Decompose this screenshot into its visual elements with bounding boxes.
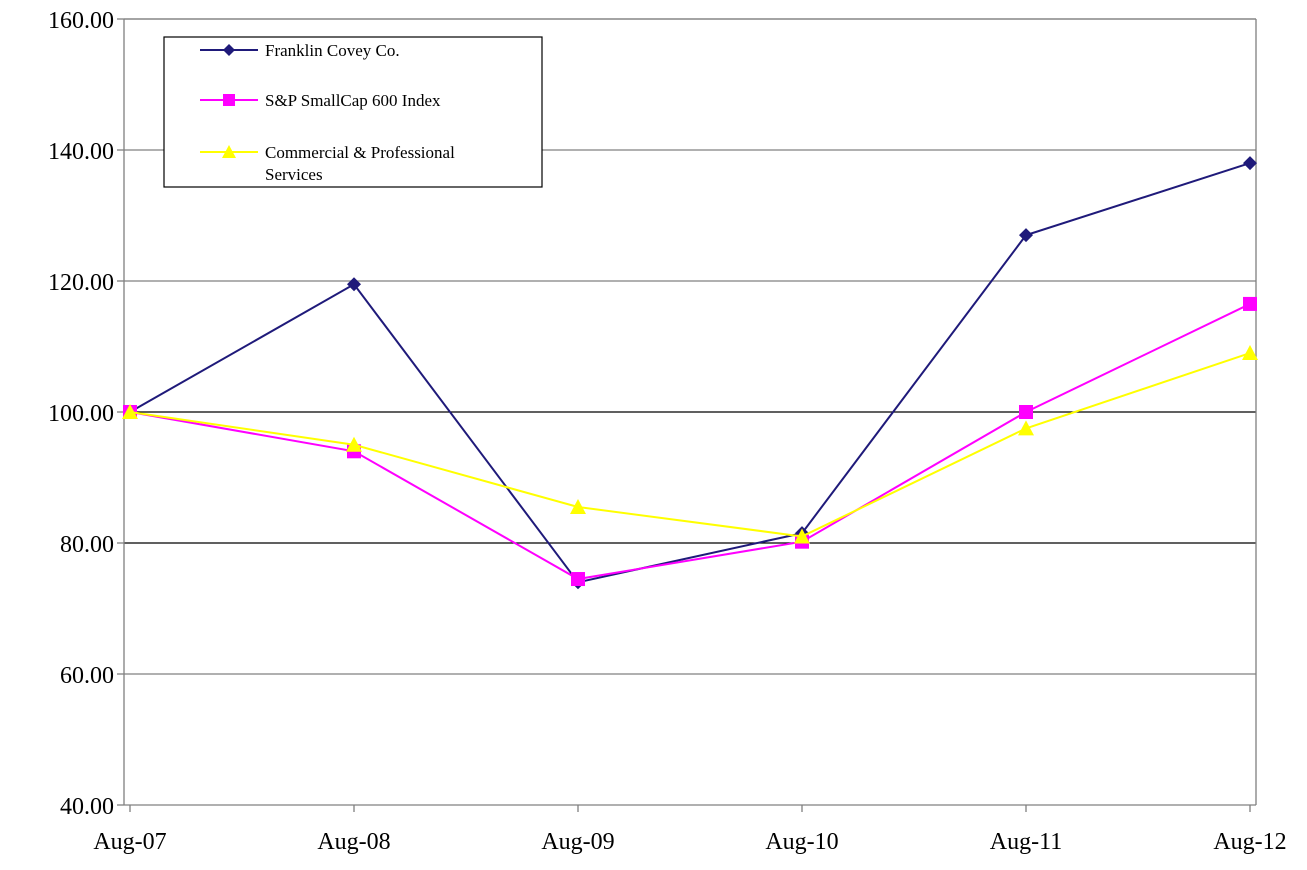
data-point — [1019, 405, 1033, 419]
x-tick-label: Aug-11 — [990, 829, 1062, 855]
x-tick-label: Aug-07 — [93, 829, 166, 855]
y-tick-label: 100.00 — [48, 401, 114, 427]
legend: Franklin Covey Co. S&P SmallCap 600 Index… — [163, 36, 543, 188]
x-tick-labels: Aug-07 Aug-08 Aug-09 Aug-10 Aug-11 Aug-12 — [93, 829, 1286, 855]
data-point — [1243, 156, 1257, 171]
series-line — [129, 303, 1251, 581]
legend-swatch-marker — [223, 94, 235, 106]
x-tick-label: Aug-10 — [765, 829, 838, 855]
legend-entry: Commercial & Professional Services — [200, 143, 455, 184]
data-point — [347, 277, 361, 292]
y-tick-label: 80.00 — [60, 532, 114, 558]
data-point — [1019, 228, 1033, 243]
legend-entry: S&P SmallCap 600 Index — [200, 91, 441, 110]
y-tick-label: 140.00 — [48, 139, 114, 165]
legend-swatch-marker — [223, 44, 235, 56]
data-point — [122, 404, 138, 419]
data-point — [1018, 420, 1034, 436]
y-tick-label: 160.00 — [48, 8, 114, 34]
series-3 — [122, 345, 1258, 544]
series-line — [129, 352, 1251, 538]
legend-label: S&P SmallCap 600 Index — [265, 91, 441, 110]
data-point — [346, 436, 362, 452]
y-tick-labels: 40.00 60.00 80.00 100.00 120.00 140.00 160.00 — [48, 8, 114, 820]
x-tick-label: Aug-08 — [317, 829, 390, 855]
data-point — [570, 498, 586, 514]
data-point — [1242, 345, 1258, 361]
x-tick-label: Aug-12 — [1213, 829, 1286, 855]
legend-swatch-marker — [222, 145, 236, 158]
legend-label: Franklin Covey Co. — [265, 41, 400, 60]
y-tick-label: 120.00 — [48, 270, 114, 296]
legend-entry: Franklin Covey Co. — [200, 41, 400, 60]
data-point — [794, 528, 810, 544]
legend-label: Commercial & Professional Services — [265, 143, 455, 184]
y-tick-label: 60.00 — [60, 663, 114, 689]
series-line — [129, 162, 1251, 584]
data-point — [571, 572, 585, 587]
x-tick-label: Aug-09 — [541, 829, 614, 855]
y-tick-label: 40.00 — [60, 794, 114, 820]
legend-box — [163, 36, 543, 188]
series-layer — [122, 156, 1258, 590]
data-point — [1243, 296, 1257, 311]
series-1 — [123, 156, 1257, 590]
